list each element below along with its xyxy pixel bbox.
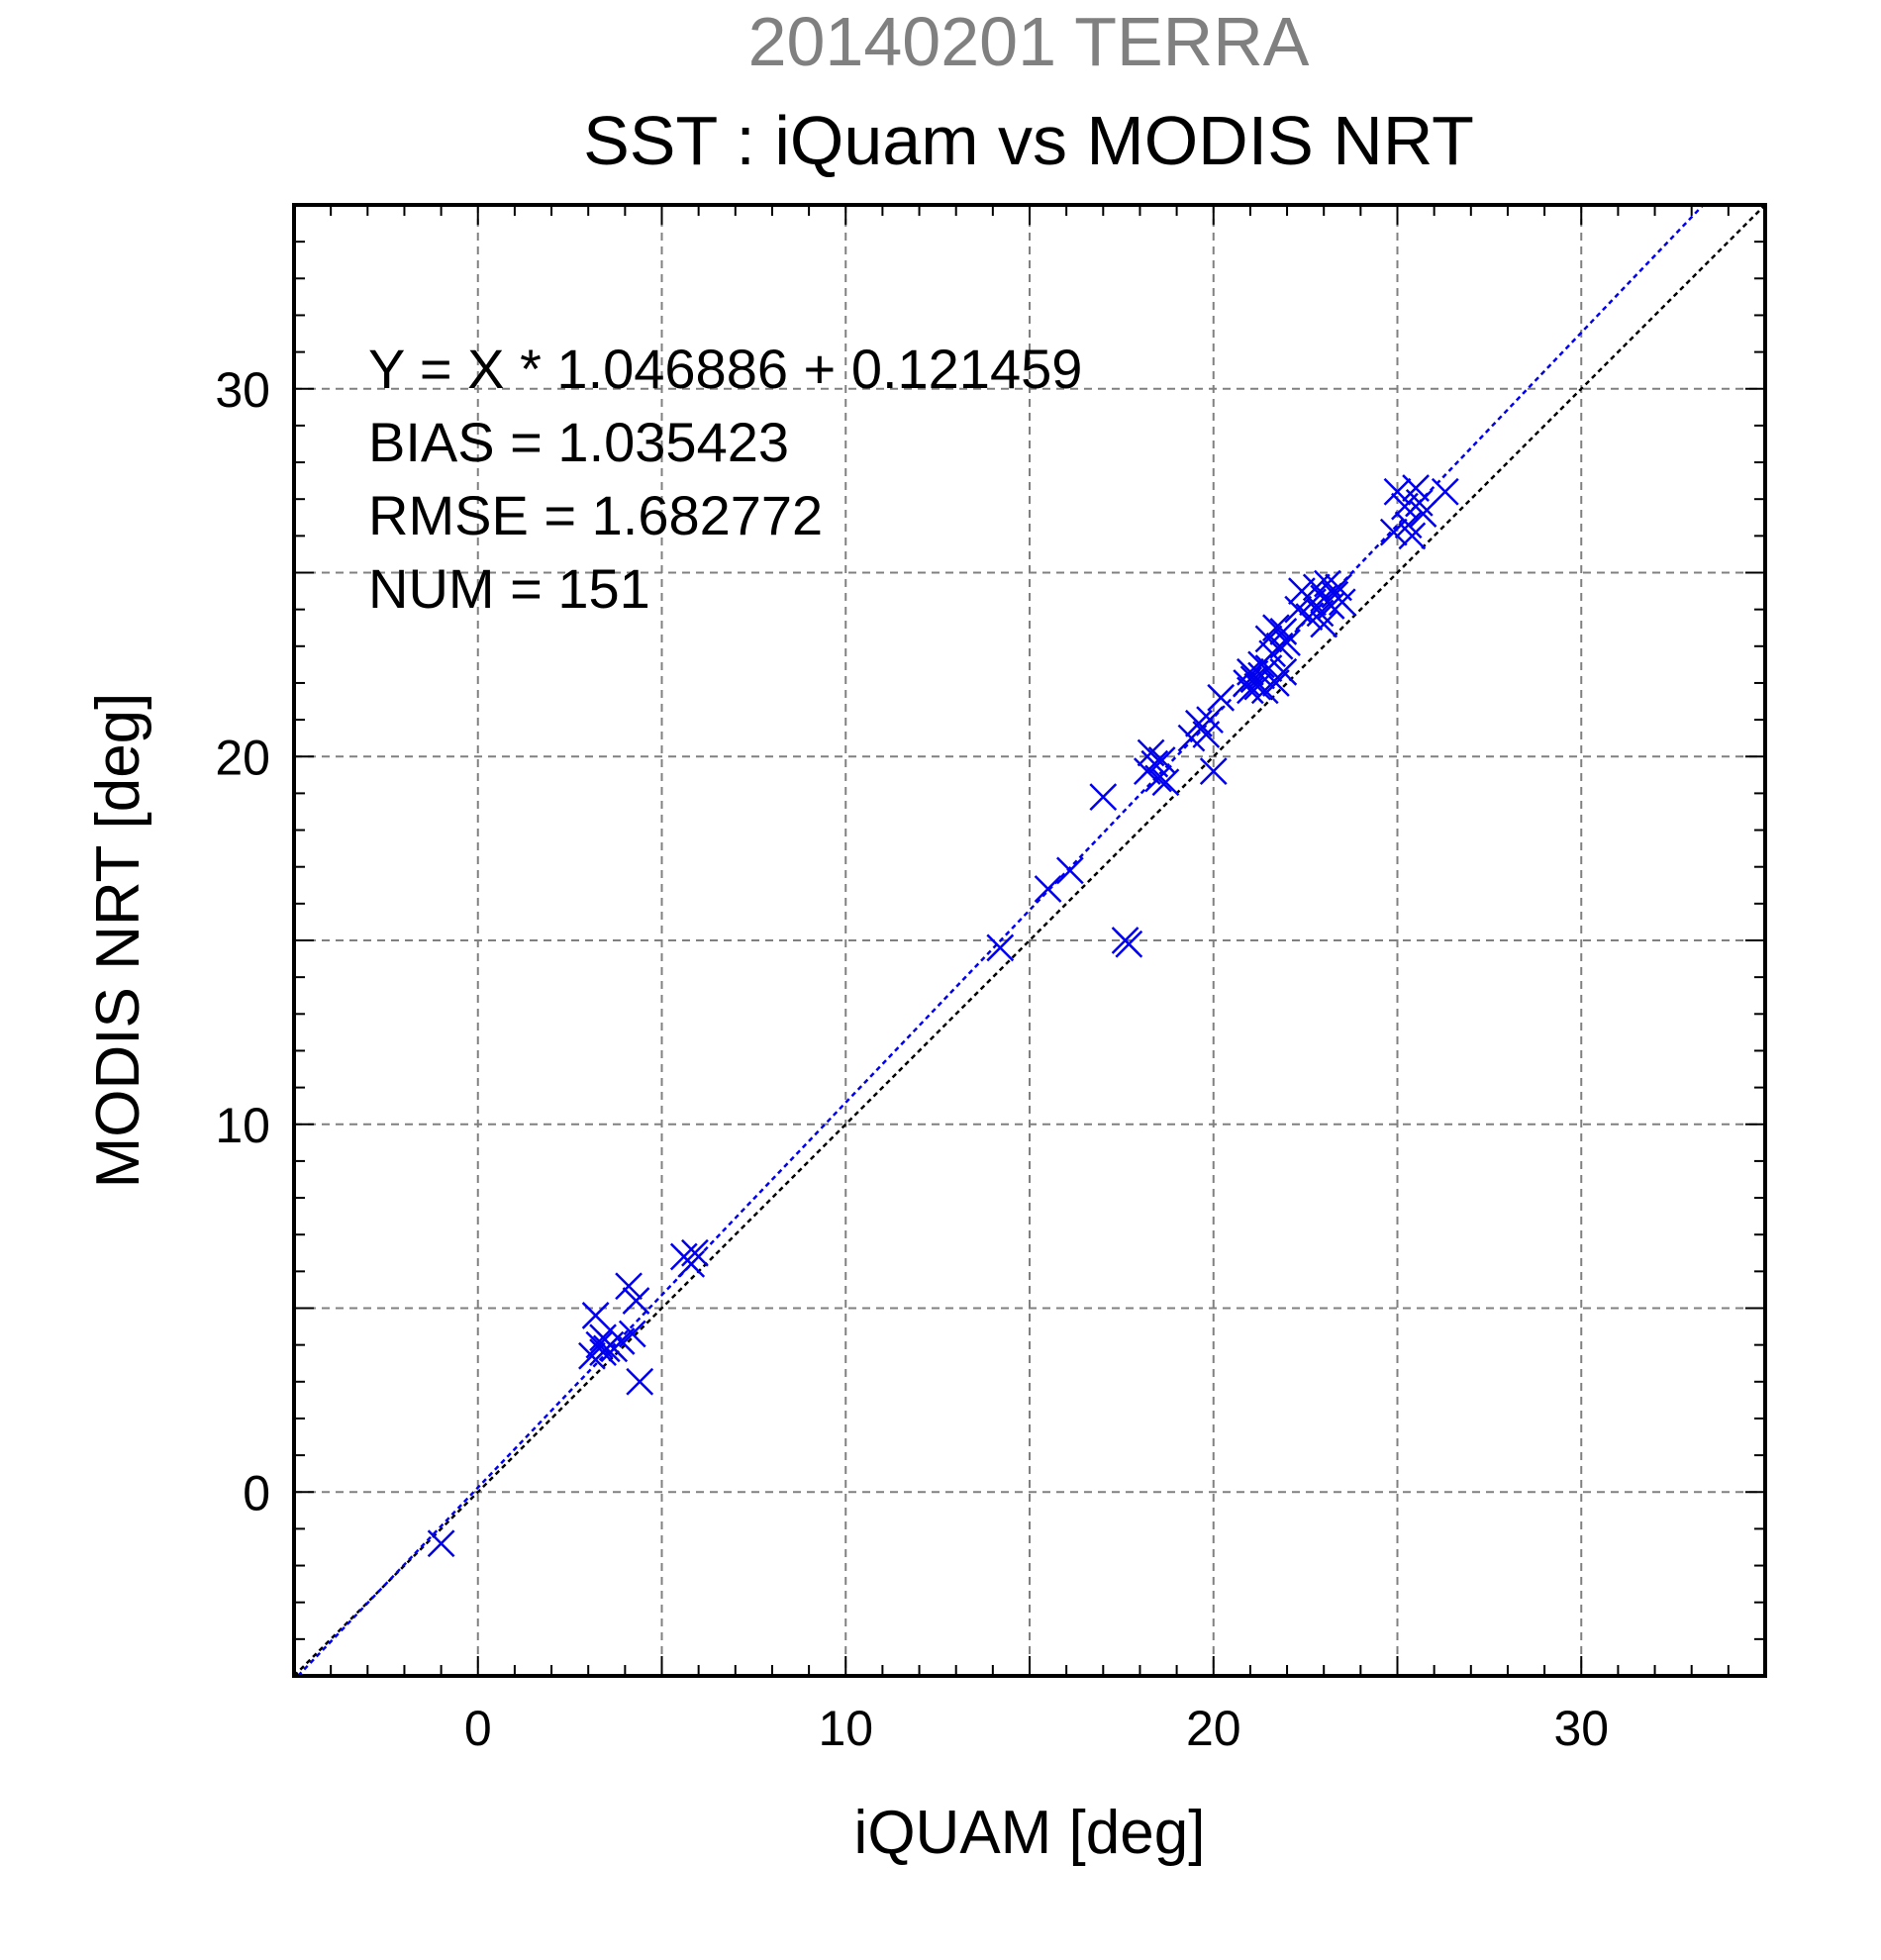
y-tick-label: 30: [215, 362, 270, 418]
data-point: [1243, 672, 1272, 701]
x-axis-label: iQUAM [deg]: [854, 1799, 1206, 1867]
data-point: [1055, 856, 1084, 885]
x-tick-label: 30: [1553, 1701, 1609, 1756]
regression-line: [297, 204, 1705, 1677]
tick-labels: 0 10 20 30 0 10 20 30: [215, 362, 1609, 1756]
data-point: [1151, 768, 1180, 797]
data-point: [1398, 522, 1427, 550]
data-point: [1199, 757, 1228, 785]
data-point: [1034, 875, 1062, 903]
data-point: [1233, 669, 1261, 697]
chart-subtitle: 20140201 TERRA: [748, 3, 1310, 80]
grid-lines: [294, 205, 1765, 1676]
chart-title: SST : iQuam vs MODIS NRT: [583, 102, 1474, 179]
data-point: [1207, 683, 1236, 712]
stats-box: Y = X * 1.046886 + 0.121459 BIAS = 1.035…: [368, 338, 1082, 620]
num-value: NUM = 151: [368, 557, 650, 620]
data-point: [1147, 746, 1176, 774]
data-point: [626, 1367, 654, 1396]
x-tick-label: 0: [464, 1701, 492, 1756]
y-axis-label: MODIS NRT [deg]: [84, 693, 152, 1189]
data-point: [1328, 588, 1356, 617]
data-point: [677, 1250, 706, 1278]
data-point: [1144, 764, 1172, 793]
data-points: [427, 474, 1459, 1558]
data-point: [622, 1287, 650, 1315]
data-point: [1269, 657, 1298, 686]
data-point: [1405, 489, 1434, 517]
data-point: [1196, 706, 1224, 734]
data-point: [1317, 592, 1345, 620]
data-point: [1310, 610, 1338, 638]
data-point: [615, 1272, 643, 1301]
x-tick-label: 20: [1186, 1701, 1241, 1756]
data-point: [681, 1238, 709, 1267]
y-tick-label: 0: [243, 1465, 270, 1520]
data-point: [1262, 614, 1290, 642]
data-point: [1269, 618, 1298, 645]
data-point: [1431, 477, 1459, 506]
data-point: [1115, 930, 1143, 958]
data-point: [986, 933, 1015, 962]
y-tick-label: 20: [215, 730, 270, 785]
y-tick-label: 10: [215, 1098, 270, 1153]
data-point: [1379, 518, 1408, 546]
data-point: [618, 1320, 646, 1348]
data-point: [1273, 629, 1301, 656]
fit-equation: Y = X * 1.046886 + 0.121459: [368, 338, 1082, 400]
reference-lines: [293, 204, 1766, 1677]
data-point: [1089, 783, 1118, 811]
data-point: [427, 1529, 455, 1558]
x-tick-label: 10: [818, 1701, 873, 1756]
plot-frame: [292, 203, 1767, 1678]
data-point: [1409, 500, 1437, 528]
data-point: [1383, 477, 1412, 506]
rmse-value: RMSE = 1.682772: [368, 484, 823, 546]
bias-value: BIAS = 1.035423: [368, 411, 789, 473]
data-point: [1394, 511, 1423, 539]
data-point: [581, 1302, 610, 1329]
